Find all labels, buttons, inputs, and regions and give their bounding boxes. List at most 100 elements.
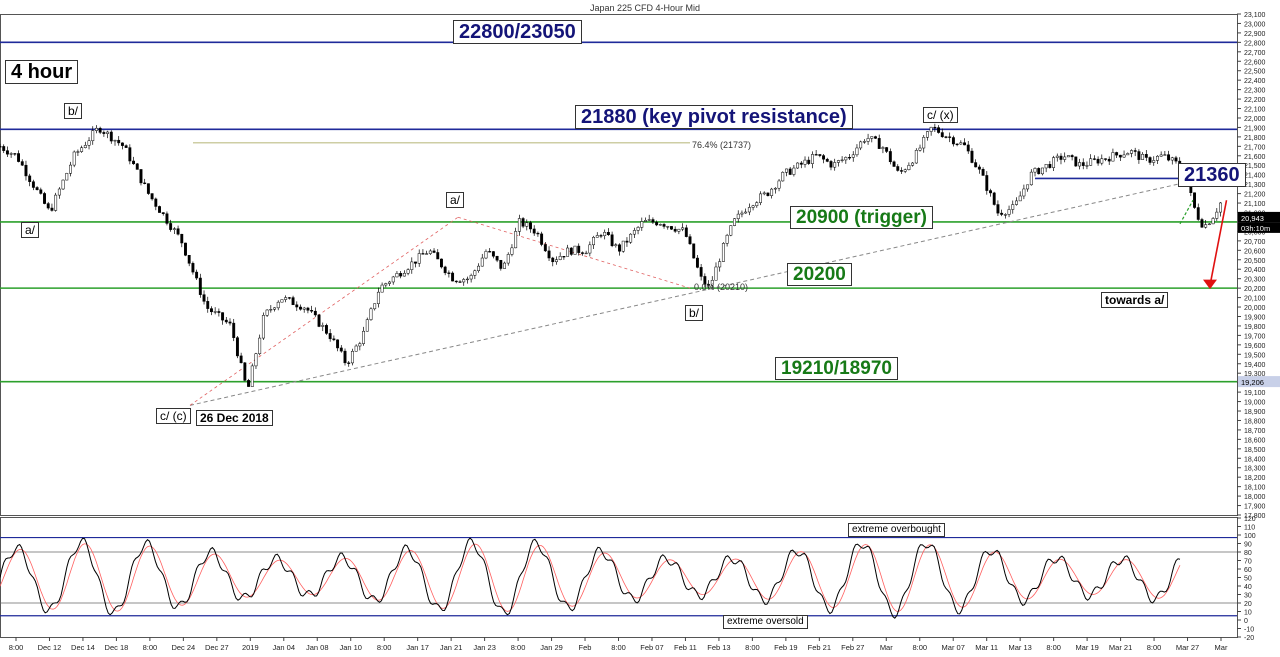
candle-body	[176, 228, 180, 235]
candle-body	[313, 310, 317, 316]
osc-y-tick-label: 100	[1244, 533, 1256, 540]
candle-body	[1044, 163, 1048, 169]
candle-body	[614, 244, 618, 247]
candle-body	[640, 221, 644, 228]
candle-body	[1159, 154, 1163, 157]
y-tick-label: 22,100	[1244, 107, 1266, 114]
candle-body	[184, 242, 187, 256]
y-tick-label: 22,200	[1244, 97, 1266, 104]
candle-body	[428, 250, 432, 254]
candle-body	[1167, 154, 1171, 161]
candle-body	[239, 355, 243, 364]
date-label: 26 Dec 2018	[196, 410, 273, 426]
x-tick-label: Mar 07	[942, 643, 965, 652]
candle-body	[618, 244, 621, 252]
candle-body	[339, 347, 343, 352]
y-tick-label: 22,000	[1244, 116, 1266, 123]
candle-body	[54, 194, 58, 211]
candle-body	[922, 137, 926, 149]
candle-body	[154, 198, 158, 207]
candle-body	[759, 193, 762, 203]
candle-body	[80, 147, 84, 152]
candle-body	[855, 147, 859, 156]
candle-body	[721, 243, 725, 262]
candle-body	[46, 203, 50, 209]
candle-body	[555, 259, 558, 263]
candle-body	[480, 257, 484, 267]
y-tick-label: 18,700	[1244, 428, 1266, 435]
candle-body	[1096, 158, 1100, 164]
candle-body	[885, 147, 889, 152]
candle-body	[261, 315, 265, 339]
y-tick-label: 19,900	[1244, 314, 1266, 321]
projection-green	[1179, 199, 1194, 225]
candle-body	[198, 277, 202, 295]
level-20900-label: 20900 (trigger)	[790, 206, 933, 229]
x-tick-label: 8:00	[1147, 643, 1162, 652]
candle-body	[235, 337, 239, 357]
osc-y-tick-label: 80	[1244, 550, 1252, 557]
y-tick-label: 23,000	[1244, 21, 1266, 28]
projection-arrowhead	[1203, 279, 1217, 290]
candle-body	[1207, 223, 1211, 225]
y-tick-label: 21,600	[1244, 154, 1266, 161]
candle-body	[825, 158, 829, 162]
candle-body	[536, 232, 540, 235]
y-tick-label: 19,500	[1244, 352, 1266, 359]
osc-y-tick-label: 70	[1244, 559, 1252, 566]
osc-y-tick-label: -10	[1244, 627, 1254, 634]
osc-y-tick-label: 60	[1244, 567, 1252, 574]
candle-body	[632, 230, 636, 235]
candle-body	[1000, 212, 1004, 215]
candle-body	[558, 256, 562, 260]
y-tick-label: 18,900	[1244, 409, 1266, 416]
fib-diagonal-1	[189, 216, 459, 406]
wave-label-b-low: b/	[685, 305, 704, 321]
candle-body	[925, 131, 929, 138]
candle-body	[966, 144, 970, 152]
x-tick-label: Feb 21	[808, 643, 831, 652]
candle-body	[128, 147, 132, 162]
candle-body	[343, 350, 347, 364]
candle-body	[321, 325, 325, 327]
candle-body	[202, 294, 206, 302]
candle-body	[599, 235, 603, 237]
candle-body	[495, 255, 499, 261]
candle-body	[974, 162, 978, 168]
candle-body	[766, 192, 770, 196]
osc-y-tick-label: -20	[1244, 635, 1254, 642]
candle-body	[473, 270, 477, 276]
candle-body	[751, 205, 755, 208]
candle-body	[985, 175, 989, 191]
y-tick-label: 20,100	[1244, 296, 1266, 303]
candle-body	[755, 202, 759, 207]
x-tick-label: Feb 11	[674, 643, 697, 652]
trendline-dashed	[189, 179, 1196, 406]
current-price-badge	[1238, 211, 1280, 223]
candle-body	[469, 275, 473, 280]
y-tick-label: 21,100	[1244, 201, 1266, 208]
candle-body	[1026, 184, 1030, 190]
countdown-text: 03h:10m	[1241, 224, 1270, 233]
candle-body	[1022, 188, 1026, 197]
x-tick-label: Dec 18	[105, 643, 129, 652]
y-tick-label: 18,000	[1244, 494, 1266, 501]
candle-body	[328, 333, 332, 340]
candle-body	[644, 220, 647, 222]
candle-body	[584, 252, 588, 255]
candle-body	[354, 345, 358, 352]
candle-body	[421, 253, 425, 255]
candle-body	[1133, 150, 1137, 152]
candle-body	[543, 244, 547, 252]
candle-body	[785, 168, 788, 173]
x-tick-label: 2019	[242, 643, 259, 652]
candle-body	[395, 273, 399, 278]
candle-body	[948, 136, 952, 138]
oscillator-panel-frame	[0, 517, 1238, 638]
level-22800-label: 22800/23050	[453, 20, 582, 44]
level-20200-label: 20200	[787, 263, 852, 286]
candle-body	[1215, 211, 1219, 219]
candle-body	[540, 233, 544, 245]
osc-y-tick-label: 50	[1244, 576, 1252, 583]
